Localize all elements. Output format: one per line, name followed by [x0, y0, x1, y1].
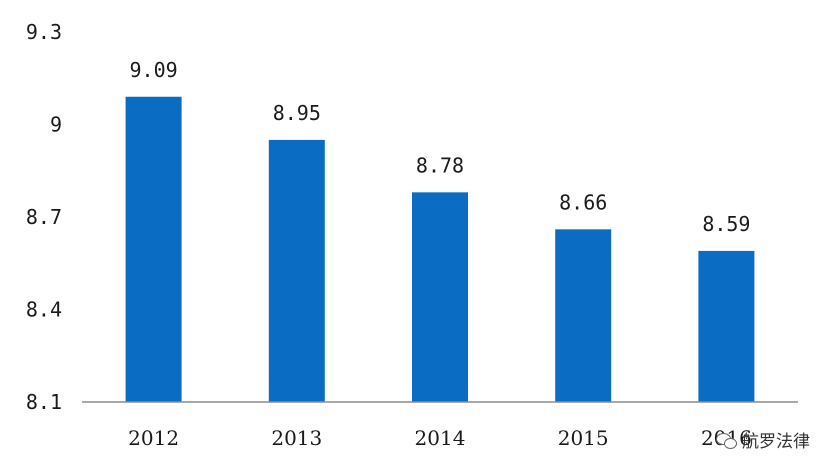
- x-tick-label: 2015: [558, 426, 609, 450]
- x-tick-label: 2014: [415, 426, 466, 450]
- y-tick-label: 9.3: [26, 20, 62, 44]
- data-label: 8.95: [273, 101, 321, 125]
- x-tick-label: 2012: [128, 426, 179, 450]
- y-tick-label: 9: [50, 113, 62, 137]
- data-label: 8.59: [702, 212, 750, 236]
- bar-2013: [268, 139, 325, 402]
- data-label: 8.78: [416, 153, 464, 177]
- bar-2012: [125, 96, 182, 402]
- x-tick-label: 2013: [271, 426, 322, 450]
- bar-2015: [555, 229, 612, 402]
- data-label: 8.66: [559, 190, 607, 214]
- y-tick-label: 8.4: [26, 298, 62, 322]
- wechat-icon: [716, 432, 738, 449]
- data-label: 9.09: [130, 58, 178, 82]
- watermark-text: 航罗法律: [742, 432, 810, 452]
- watermark: 航罗法律: [716, 427, 810, 452]
- y-tick-label: 8.1: [26, 390, 62, 414]
- bar-2016: [698, 250, 755, 402]
- y-tick-label: 8.7: [26, 205, 62, 229]
- bar-2014: [412, 192, 468, 402]
